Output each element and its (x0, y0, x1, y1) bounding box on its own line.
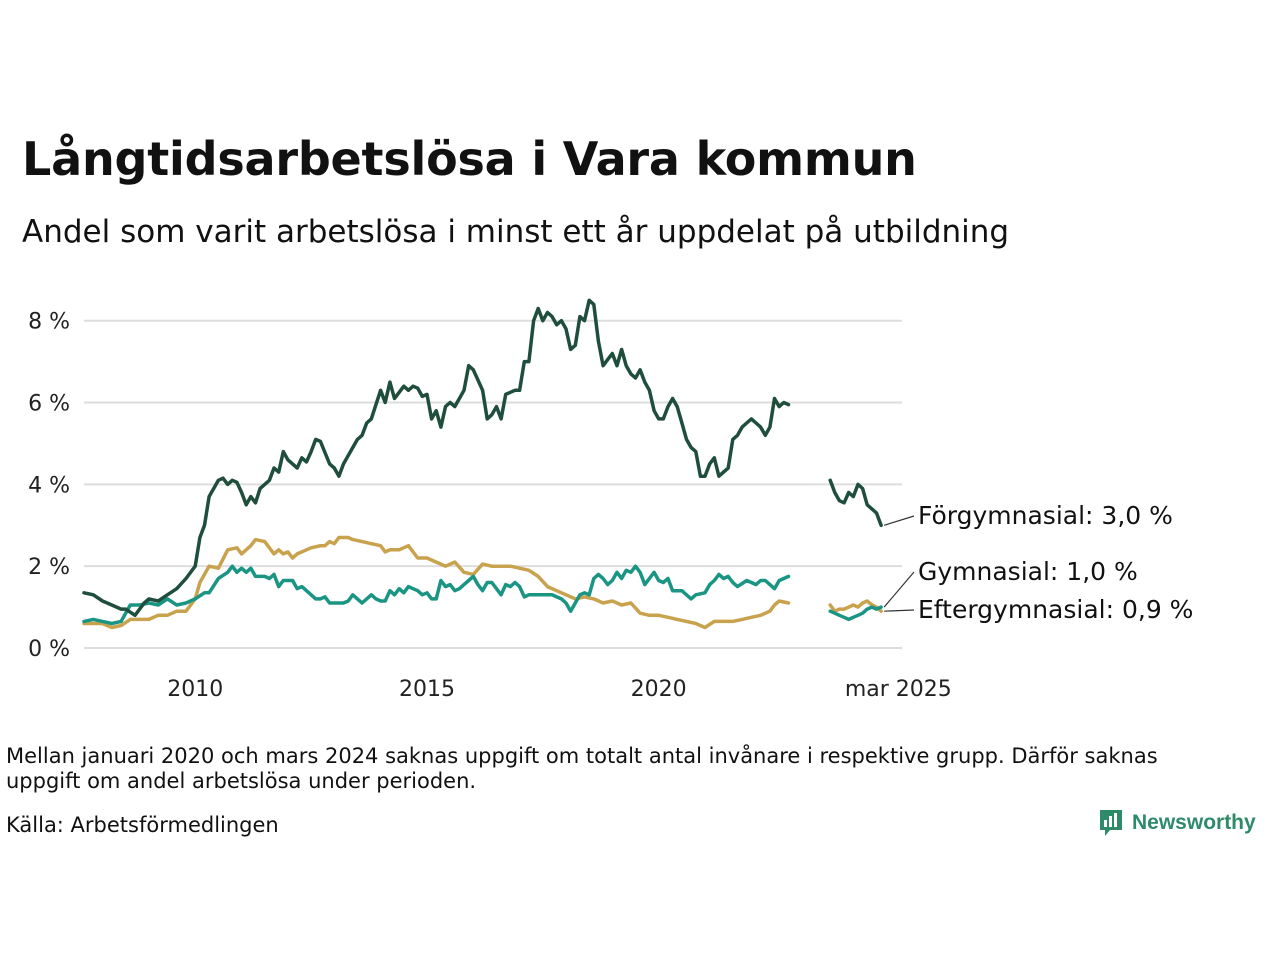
eftergymnasial-line-segment-0 (82, 535, 791, 630)
line-chart: 0 % 2 % 4 % 6 % 8 % 2010 2015 2020 mar 2025 Förg… (28, 298, 1193, 702)
gymnasial-line-segment-0 (82, 564, 791, 626)
eftergymnasial-line-segment-1 (828, 599, 883, 613)
chart-title: Långtidsarbetslösa i Vara kommun (22, 132, 917, 186)
end-labels: Förgymnasial: 3,0 % Gymnasial: 1,0 % Efter… (883, 501, 1193, 624)
source-note: Källa: Arbetsförmedlingen (6, 813, 279, 837)
y-tick-label: 0 % (28, 637, 70, 662)
bar-chart-icon (1100, 810, 1122, 836)
x-tick-label: 2015 (399, 677, 455, 702)
y-tick-label: 6 % (28, 392, 70, 417)
series-lines (82, 298, 883, 630)
gymnasial-leader-line (883, 571, 915, 608)
forgymnasial-line-segment-1 (828, 478, 883, 528)
chart-subtitle: Andel som varit arbetslösa i minst ett å… (22, 214, 1010, 250)
x-tick-label: mar 2025 (845, 677, 952, 702)
y-tick-label: 2 % (28, 555, 70, 580)
newsworthy-logo: Newsworthy (1098, 808, 1256, 838)
axis-labels: 0 % 2 % 4 % 6 % 8 % 2010 2015 2020 mar 2025 (28, 310, 952, 702)
eftergymnasial-leader-line (884, 609, 915, 612)
forgymnasial-end-label: Förgymnasial: 3,0 % (918, 501, 1173, 530)
y-tick-label: 4 % (28, 473, 70, 498)
x-tick-label: 2020 (631, 677, 687, 702)
forgymnasial-leader-line (883, 515, 915, 526)
brand-name: Newsworthy (1132, 811, 1256, 834)
y-tick-label: 8 % (28, 310, 70, 335)
x-tick-label: 2010 (167, 677, 223, 702)
forgymnasial-line-segment-0 (82, 298, 791, 618)
footnote: Mellan januari 2020 och mars 2024 saknas… (6, 744, 1158, 793)
gymnasial-line-segment-1 (828, 605, 883, 622)
grid-lines (84, 319, 902, 649)
eftergymnasial-end-label: Eftergymnasial: 0,9 % (918, 595, 1193, 624)
gymnasial-end-label: Gymnasial: 1,0 % (918, 557, 1138, 586)
